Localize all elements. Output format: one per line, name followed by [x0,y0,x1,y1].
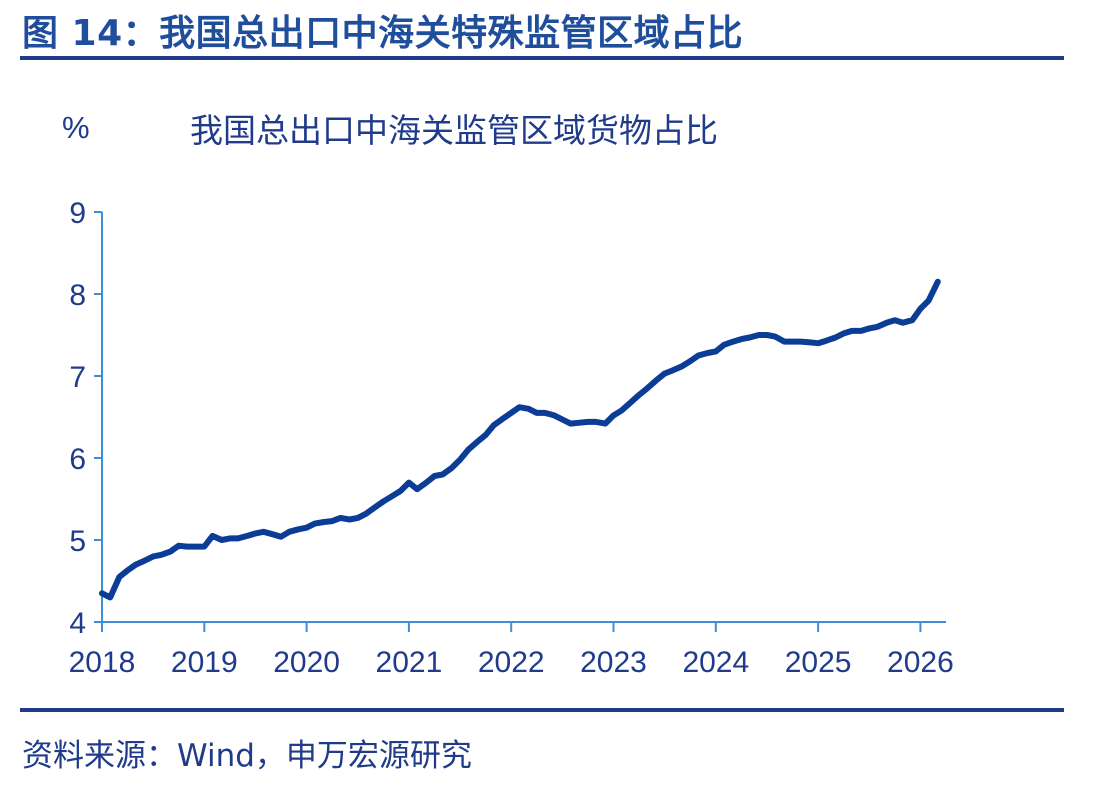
y-tick-label: 6 [69,443,86,476]
chart-title: 我国总出口中海关监管区域货物占比 [190,112,718,149]
x-tick-label: 2025 [785,646,852,679]
axes: 4 5 6 7 8 9 2018 2019 2020 2021 2022 2023 2024 2025 20… [69,197,954,679]
figure-title: 图 14：我国总出口中海关特殊监管区域占比 [22,13,744,54]
y-tick-label: 5 [69,525,86,558]
y-tick-label: 4 [69,607,86,640]
x-tick-label: 2026 [887,646,954,679]
source-note: 资料来源：Wind，申万宏源研究 [22,738,472,774]
x-tick-label: 2020 [273,646,340,679]
series-line [99,278,941,601]
x-tick-label: 2022 [478,646,545,679]
line-chart: % 我国总出口中海关监管区域货物占比 4 5 6 7 8 9 2018 2019 2020 202… [62,110,954,679]
x-tick-label: 2019 [171,646,238,679]
x-tick-label: 2018 [69,646,136,679]
y-tick-label: 7 [69,361,86,394]
x-tick-label: 2023 [580,646,647,679]
x-tick-label: 2024 [682,646,749,679]
title-rule [20,56,1064,60]
y-tick-label: 8 [69,279,86,312]
source-rule [20,708,1064,712]
plot-area [99,278,941,601]
y-axis-unit-label: % [62,110,90,145]
y-tick-label: 9 [69,197,86,230]
x-tick-label: 2021 [376,646,443,679]
